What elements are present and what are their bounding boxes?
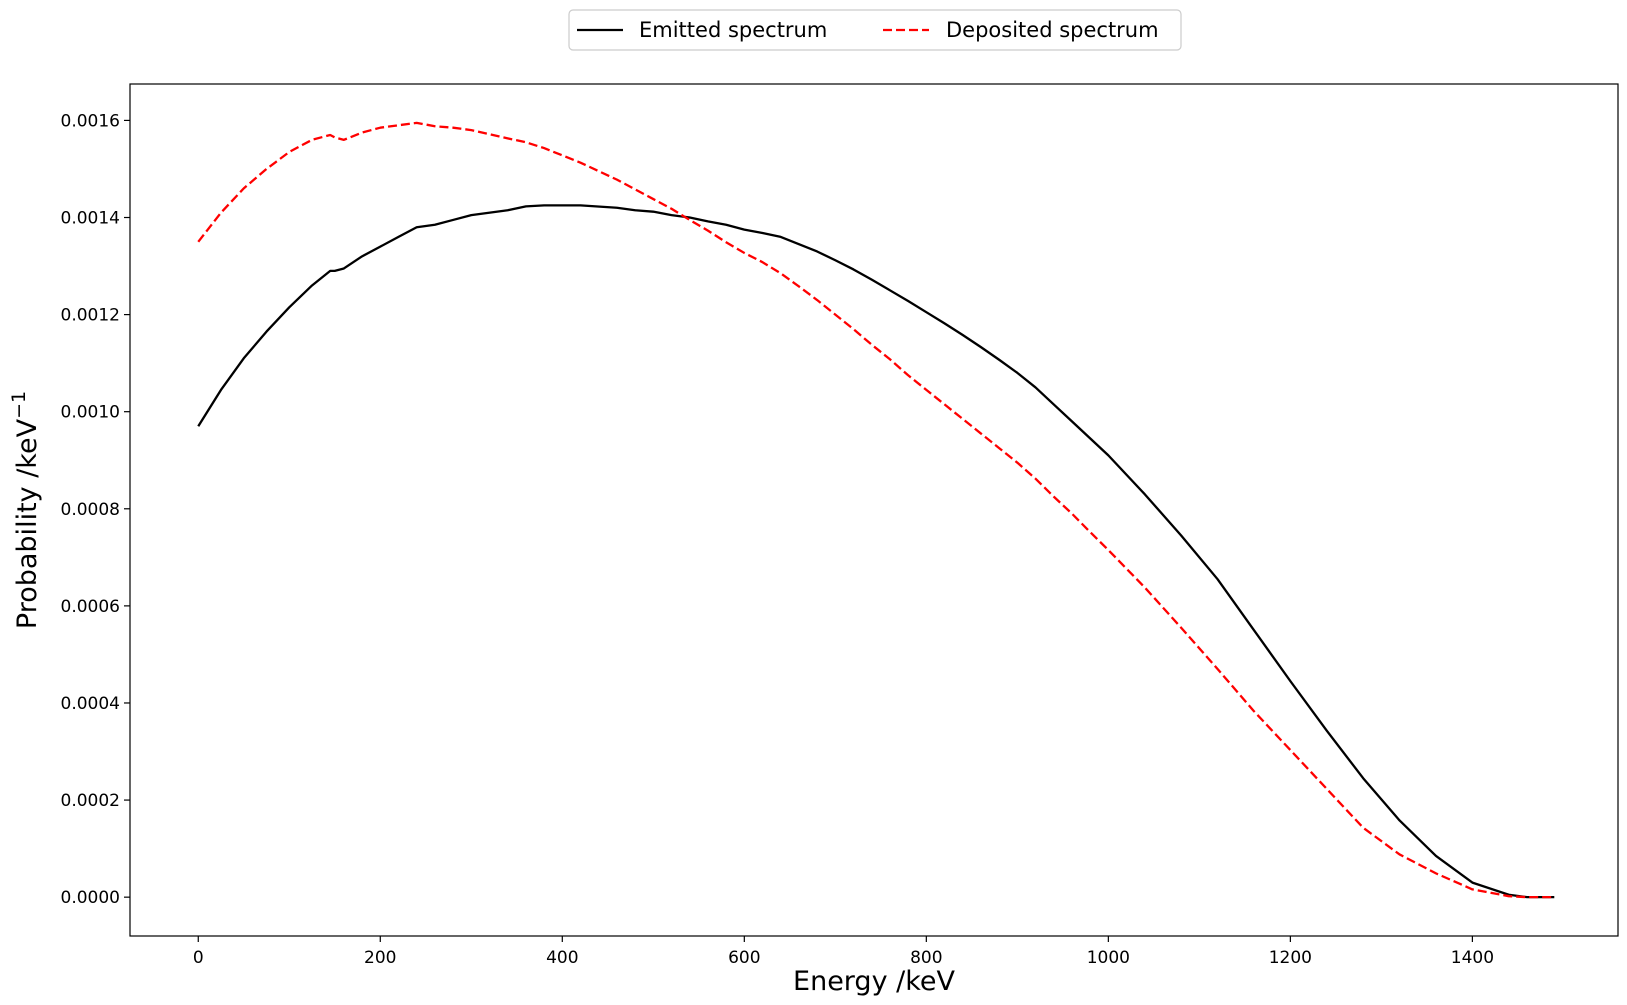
x-tick-label: 400 bbox=[546, 948, 578, 968]
series-line-deposited bbox=[197, 121, 1555, 899]
x-tick-label: 600 bbox=[728, 948, 760, 968]
y-tick-label: 0.0016 bbox=[61, 111, 120, 131]
y-axis-title: Probability /keV−1 bbox=[8, 391, 43, 629]
y-tick-label: 0.0014 bbox=[61, 209, 120, 229]
y-tick-label: 0.0004 bbox=[61, 694, 120, 714]
y-axis-ticks: 0.0000 0.0002 0.0004 0.0006 0.0008 0.0010 0.00… bbox=[61, 111, 130, 908]
x-tick-label: 1400 bbox=[1451, 948, 1494, 968]
plot-frame bbox=[129, 83, 1619, 937]
x-tick-label: 0 bbox=[193, 948, 204, 968]
y-tick-label: 0.0000 bbox=[61, 888, 120, 908]
y-tick-label: 0.0008 bbox=[61, 500, 120, 520]
x-axis-title: Energy /keV bbox=[793, 966, 955, 997]
series-line-emitted bbox=[197, 204, 1555, 899]
y-tick-label: 0.0012 bbox=[61, 306, 120, 326]
y-tick-label: 0.0002 bbox=[61, 791, 120, 811]
legend-label-emitted: Emitted spectrum bbox=[639, 18, 827, 42]
series-layer bbox=[197, 121, 1555, 899]
legend: Emitted spectrum Deposited spectrum bbox=[568, 9, 1182, 51]
legend-frame bbox=[568, 9, 1182, 51]
x-tick-label: 200 bbox=[364, 948, 396, 968]
y-tick-label: 0.0010 bbox=[61, 403, 120, 423]
y-tick-label: 0.0006 bbox=[61, 597, 120, 617]
y-axis-title-main: Probability /keV bbox=[12, 418, 43, 629]
x-tick-label: 1200 bbox=[1269, 948, 1312, 968]
x-tick-label: 1000 bbox=[1087, 948, 1130, 968]
legend-label-deposited: Deposited spectrum bbox=[946, 18, 1159, 42]
y-axis-title-exponent: −1 bbox=[8, 391, 30, 419]
x-tick-label: 800 bbox=[910, 948, 942, 968]
x-axis-ticks: 0 200 400 600 800 1000 1200 1400 bbox=[193, 936, 1494, 968]
